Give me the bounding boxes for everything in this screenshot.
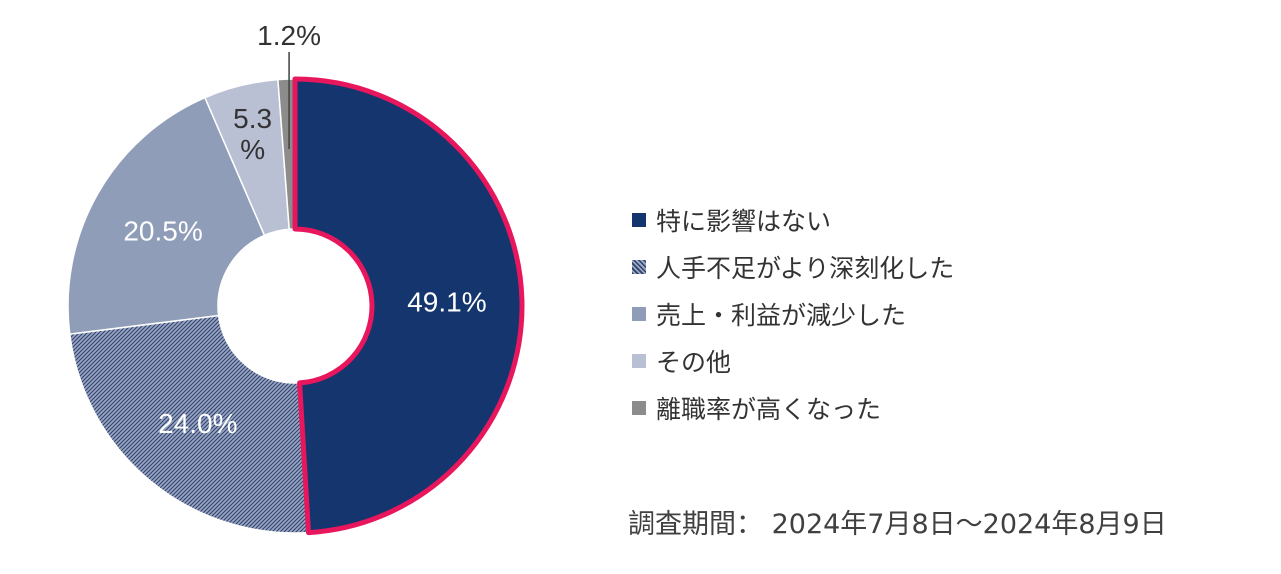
legend-swatch [632, 212, 646, 227]
highlight-layer [292, 76, 525, 536]
legend-swatch [632, 353, 646, 368]
legend-label: その他 [656, 347, 732, 377]
legend-label: 特に影響はない [656, 206, 832, 236]
data-labels: 49.1% 24.0% 20.5% 5.3% 1.2% [123, 20, 486, 439]
legend-swatch [632, 306, 646, 321]
legend-item: 離職率が高くなった [632, 384, 1052, 431]
legend-item: 売上・利益が減少した [632, 290, 1052, 337]
donut-slices [67, 78, 523, 534]
highlight-outline [292, 76, 525, 536]
legend-label: 売上・利益が減少した [656, 300, 907, 330]
legend-item: 特に影響はない [632, 196, 1052, 243]
legend-item: 人手不足がより深刻化した [632, 243, 1052, 290]
data-label: 49.1% [407, 286, 486, 317]
survey-period: 調査期間： 2024年7月8日～2024年8月9日 [628, 509, 1167, 540]
legend-item: その他 [632, 337, 1052, 384]
legend-label: 人手不足がより深刻化した [656, 253, 955, 283]
data-label: 5.3 [233, 103, 272, 134]
legend-swatch [632, 400, 646, 415]
donut-slice [67, 96, 266, 335]
data-label: % [240, 134, 265, 165]
legend-label: 離職率が高くなった [656, 394, 882, 424]
data-label: 1.2% [257, 20, 321, 51]
donut-slice [68, 314, 310, 534]
legend-swatch [632, 259, 646, 274]
legend: 特に影響はない 人手不足がより深刻化した 売上・利益が減少した その他離職率が高くな… [632, 196, 1052, 431]
data-label: 24.0% [158, 408, 237, 439]
data-label: 20.5% [123, 216, 202, 247]
